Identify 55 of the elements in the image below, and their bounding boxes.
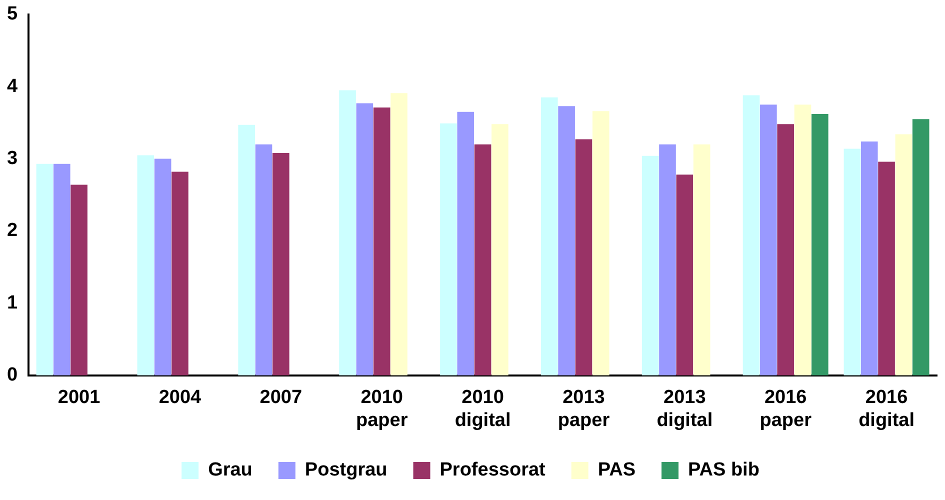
bar [137,155,154,376]
legend-label: PAS [598,460,636,481]
bar [70,184,88,376]
y-tick-label: 4 [6,76,18,97]
bar [492,124,508,376]
bar [540,97,558,376]
x-tick-label: 2016 digital [858,387,915,431]
bar [558,106,575,376]
bar [642,156,659,376]
legend-label: Professorat [440,460,546,481]
x-tick-label: 2016 paper [760,387,812,431]
bar [390,93,408,376]
bar [895,134,912,376]
bar [575,139,592,376]
bar [676,174,694,376]
x-tick-label: 2004 [158,387,202,408]
bar [777,124,794,376]
x-tick-label: 2010 paper [356,387,408,431]
bar [356,103,374,376]
bar [659,144,676,376]
bar [860,141,878,376]
bar [154,158,172,376]
y-tick-label: 5 [6,4,18,25]
bar [36,164,54,376]
bar [592,111,610,376]
bar [474,144,492,376]
legend-label: Grau [208,460,252,481]
bar [742,95,760,376]
bar [878,162,895,376]
y-tick-label: 3 [6,148,18,170]
bar [812,114,828,376]
x-tick-label: 2013 digital [656,387,713,431]
bar [440,123,457,376]
bar [844,148,861,376]
bar [794,104,812,376]
bar [912,119,930,376]
bar [272,153,290,376]
bar [760,104,777,376]
y-tick-label: 2 [6,220,18,242]
legend-label: PAS bib [688,460,760,481]
bar [238,124,255,376]
x-tick-label: 2010 digital [454,387,511,431]
x-tick-label: 2007 [260,387,302,408]
y-tick-label: 0 [6,364,18,386]
bar [255,144,272,376]
bar [457,112,474,376]
bar [339,90,356,376]
bar [693,144,710,376]
y-tick-label: 1 [6,292,18,314]
x-tick-label: 2013 paper [558,387,610,431]
bar [53,164,70,376]
bar [172,172,188,376]
legend-label: Postgrau [304,460,388,481]
x-tick-label: 2001 [58,387,101,408]
bar [373,108,390,376]
